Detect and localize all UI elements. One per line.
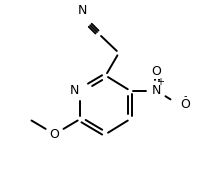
Text: N: N <box>78 4 88 17</box>
Text: +: + <box>157 77 164 87</box>
Text: -: - <box>184 91 187 101</box>
Text: N: N <box>152 84 161 97</box>
Text: N: N <box>70 84 79 97</box>
Text: O: O <box>152 65 162 78</box>
Text: O: O <box>180 98 190 111</box>
Text: O: O <box>50 128 60 141</box>
